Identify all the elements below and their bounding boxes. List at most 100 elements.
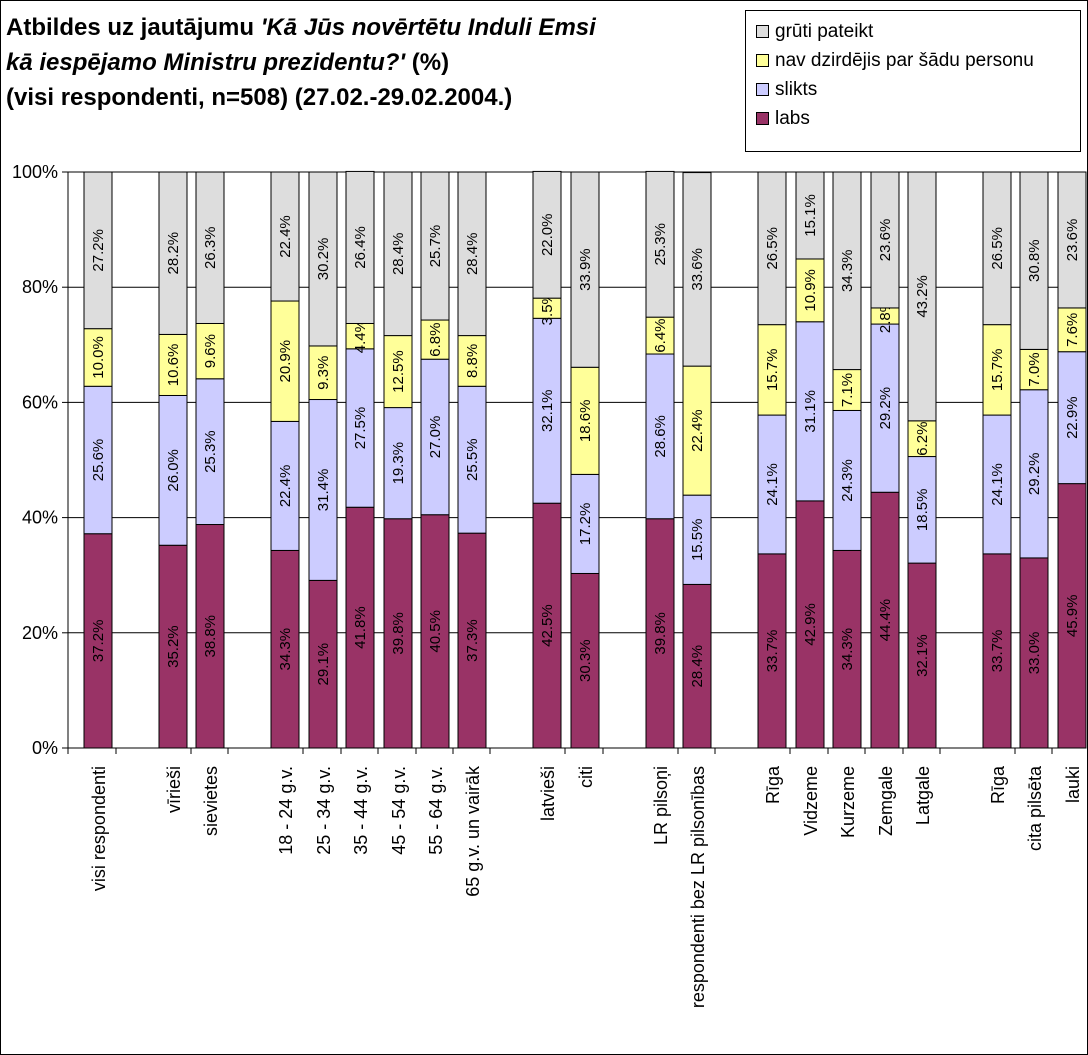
bar-segment [870, 171, 900, 309]
title-question-part2: kā iespējamo Ministru prezidentu?' [6, 49, 406, 76]
data-label: 27.0% [427, 416, 444, 459]
title-question-part1: 'Kā Jūs novērtētu Induli Emsi [260, 14, 596, 41]
x-category-label: cita pilsēta [1025, 765, 1045, 851]
x-category-label: latvieši [538, 766, 558, 821]
data-label: 29.2% [877, 387, 894, 430]
data-label: 22.4% [689, 409, 706, 452]
bar-segment [907, 171, 937, 422]
data-label: 22.0% [539, 214, 556, 257]
data-label: 27.5% [352, 407, 369, 450]
bar-segment [457, 171, 487, 337]
data-label: 43.2% [914, 275, 931, 318]
bar-segment [308, 399, 338, 581]
data-label: 28.4% [464, 233, 481, 276]
x-category-label: Kurzeme [838, 766, 858, 838]
bar-segment [195, 378, 225, 526]
y-tick-label: 20% [22, 623, 58, 643]
data-label: 34.3% [839, 628, 856, 671]
x-category-label: vīrieši [164, 766, 184, 813]
x-category-label: Rīga [988, 765, 1008, 804]
data-label: 10.6% [165, 344, 182, 387]
bar-segment [1057, 483, 1087, 749]
bar-segment [645, 518, 675, 749]
legend-label: grūti pateikt [775, 20, 874, 42]
data-label: 17.2% [577, 503, 594, 546]
data-label: 7.0% [1026, 352, 1043, 386]
data-label: 9.3% [315, 356, 332, 390]
data-label: 30.3% [577, 639, 594, 682]
data-label: 34.3% [839, 250, 856, 293]
x-category-label: LR pilsoņi [651, 766, 671, 845]
bar-segment [907, 562, 937, 749]
bar-segment [1019, 348, 1049, 391]
bar-segment [270, 420, 300, 551]
data-label: 26.0% [165, 449, 182, 492]
data-label: 24.3% [839, 459, 856, 502]
y-tick-label: 40% [22, 508, 58, 528]
bar-segment [570, 572, 600, 749]
data-label: 37.2% [90, 620, 107, 663]
title-sample-info: (visi respondenti, n=508) (27.02.-29.02.… [6, 84, 513, 111]
data-label: 15.1% [802, 194, 819, 237]
data-label: 6.8% [427, 323, 444, 357]
bar-segment [795, 258, 825, 323]
data-label: 18.5% [914, 489, 931, 532]
data-label: 38.8% [202, 615, 219, 658]
data-label: 12.5% [390, 350, 407, 393]
y-tick-label: 60% [22, 392, 58, 412]
data-label: 15.7% [989, 349, 1006, 392]
bar-segment [982, 414, 1012, 555]
bar-segment [870, 323, 900, 493]
legend-label: labs [775, 107, 810, 129]
data-label: 26.5% [989, 227, 1006, 270]
data-label: 8.8% [464, 344, 481, 378]
data-label: 19.3% [390, 442, 407, 485]
bar-segment [795, 321, 825, 502]
bar-segment [195, 322, 225, 380]
data-label: 7.6% [1064, 313, 1081, 347]
bar-segment [870, 491, 900, 749]
x-category-label: 25 - 34 g.v. [314, 766, 334, 855]
bar-segment [383, 518, 413, 749]
bar-segment [158, 544, 188, 749]
legend-label: slikts [775, 78, 818, 100]
data-label: 41.8% [352, 606, 369, 649]
bar-segment [832, 171, 862, 371]
bar-segment [83, 171, 113, 330]
x-category-label: citi [576, 766, 596, 788]
data-label: 37.3% [464, 619, 481, 662]
data-label: 28.2% [165, 232, 182, 275]
data-label: 10.9% [802, 269, 819, 312]
x-category-label: lauki [1063, 766, 1083, 803]
legend-swatch [756, 54, 769, 67]
data-label: 26.3% [202, 226, 219, 269]
x-category-label: Zemgale [876, 766, 896, 836]
data-label: 23.6% [1064, 219, 1081, 262]
x-category-label: 18 - 24 g.v. [276, 766, 296, 855]
bar-segment [1057, 351, 1087, 485]
bar-segment [158, 394, 188, 546]
bar-segment [645, 170, 675, 318]
data-label: 25.6% [90, 439, 107, 482]
bar-segment [383, 335, 413, 409]
bar-segment [308, 171, 338, 347]
bar-segment [832, 369, 862, 411]
data-label: 15.7% [764, 349, 781, 392]
data-label: 7.1% [839, 373, 856, 407]
legend-swatch [756, 25, 769, 38]
data-label: 28.4% [689, 645, 706, 688]
legend-item-gruti-pateikt: grūti pateikt [756, 17, 1080, 46]
data-label: 22.4% [277, 215, 294, 258]
data-label: 25.3% [202, 430, 219, 473]
bar-segment [682, 494, 712, 585]
bar-segment [757, 553, 787, 749]
data-label: 24.1% [764, 463, 781, 506]
bar-segment [270, 300, 300, 422]
bar-segment [158, 333, 188, 396]
bar-segment [757, 324, 787, 416]
bar-segment [757, 171, 787, 326]
legend-item-slikts: slikts [756, 75, 1080, 104]
x-category-label: sievietes [201, 766, 221, 836]
data-label: 33.0% [1026, 632, 1043, 675]
data-label: 9.6% [202, 334, 219, 368]
